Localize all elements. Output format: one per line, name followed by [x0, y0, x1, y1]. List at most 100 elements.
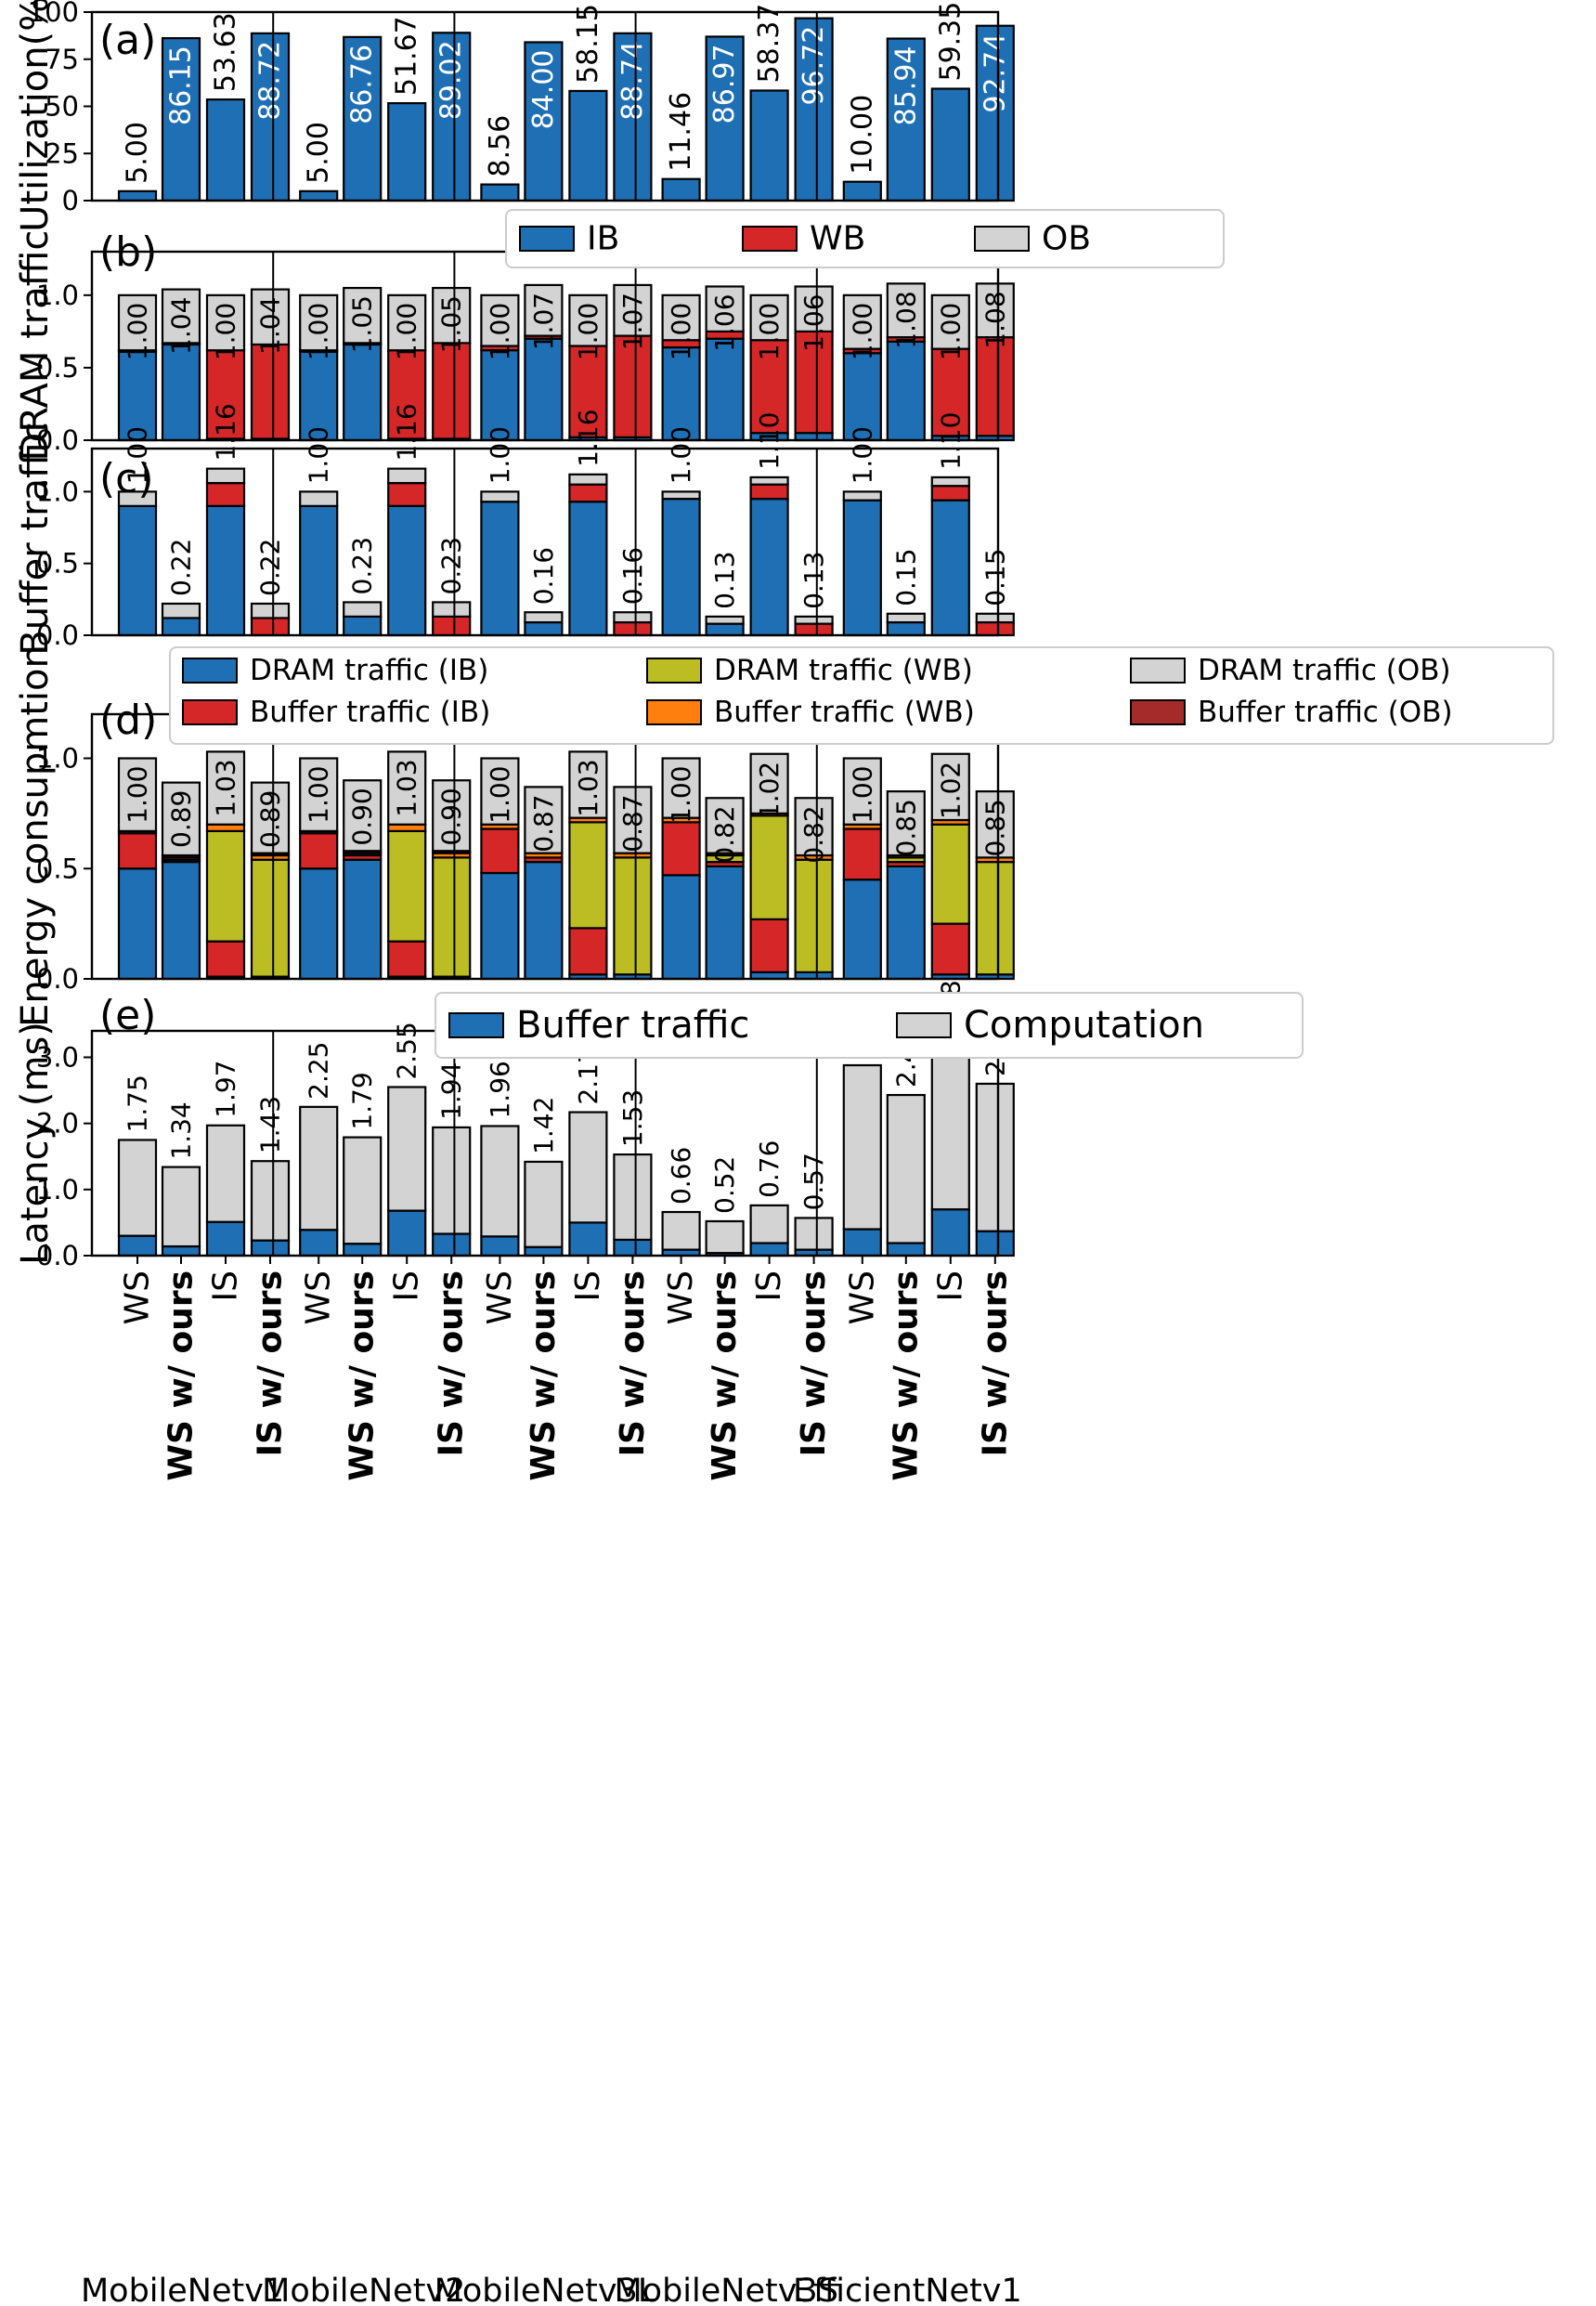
- data-label: 1.04: [166, 297, 197, 355]
- data-label: 0.16: [617, 547, 648, 605]
- legend-swatch: [896, 1012, 952, 1038]
- bar-0-1-5: [161, 781, 201, 857]
- data-label: 5.00: [303, 122, 335, 184]
- bar-3-3-2: [794, 858, 834, 973]
- bar-2-0-0: [480, 871, 520, 981]
- data-label: 0.15: [890, 548, 921, 606]
- legend-d: [169, 646, 1554, 745]
- legend-label: Buffer traffic (OB): [1198, 696, 1453, 729]
- bar-4-1-0: [886, 620, 926, 637]
- bar-4-0-2: [842, 293, 882, 350]
- data-label: 59.35: [934, 2, 967, 82]
- data-label: 1.02: [754, 762, 785, 819]
- bar-3-1-5: [705, 797, 745, 854]
- bar-2-3-2: [613, 856, 653, 976]
- data-label: 1.00: [666, 303, 696, 360]
- bar-3-3-1: [794, 330, 834, 435]
- bar-1-3-5: [432, 779, 472, 853]
- data-label: 1.02: [935, 762, 966, 819]
- bar-1-0-1: [299, 1105, 339, 1231]
- y-tick-label: 0.5: [36, 853, 79, 884]
- bar-1-2-2: [387, 293, 427, 352]
- bar-0-2-2: [205, 467, 246, 485]
- data-label: 0.13: [798, 552, 829, 609]
- data-label: 86.97: [708, 44, 741, 124]
- bar-1-3-2: [432, 856, 472, 978]
- y-tick-label: 0.0: [36, 619, 79, 651]
- data-label: 0.22: [166, 539, 197, 596]
- data-label: 85.94: [889, 46, 922, 126]
- x-tick-label: WS: [300, 1270, 338, 1324]
- x-tick-label: IS: [569, 1270, 607, 1301]
- bar-0-0-2: [117, 293, 158, 352]
- data-label: 1.00: [123, 766, 153, 824]
- bar-1-2-0: [387, 1209, 427, 1257]
- y-tick-label: 2.0: [36, 1108, 79, 1140]
- legend-swatch: [519, 226, 575, 252]
- data-label: 0.22: [255, 539, 286, 596]
- bar-1-0-2: [299, 490, 339, 507]
- data-label: 1.16: [211, 403, 241, 461]
- bar-0-2-1: [205, 940, 246, 978]
- bar-2-0-0: [480, 1235, 520, 1257]
- bar-0-1-2: [161, 602, 201, 619]
- bar-2-3-1: [613, 1153, 653, 1242]
- data-label: 92.74: [979, 33, 1011, 113]
- data-label: 1.75: [123, 1075, 153, 1132]
- data-label: 84.00: [527, 49, 560, 129]
- bar-0-2-1: [205, 1124, 246, 1223]
- bar-0-1-0: [161, 617, 201, 637]
- axes-frame: [90, 447, 1000, 637]
- bar-3-2-0: [749, 1242, 789, 1257]
- bar-4-2-1: [930, 1044, 970, 1211]
- bar-1-1-0: [343, 343, 383, 442]
- bar-4-0-0: [842, 1228, 882, 1257]
- bar-1-0-5: [299, 757, 339, 832]
- x-tick-label: WS w/ ours: [887, 1270, 925, 1481]
- bar-4-2-2: [930, 823, 970, 925]
- bar-1-2-5: [387, 750, 427, 826]
- bar-1-0-0: [299, 189, 339, 202]
- group-label: MobileNetv2: [262, 2273, 465, 2306]
- bar-0-2-2: [205, 293, 246, 352]
- legend-swatch: [646, 658, 702, 684]
- bar-3-0-0: [661, 177, 701, 202]
- bar-1-3-0: [432, 1232, 472, 1257]
- bar-3-1-0: [705, 622, 745, 637]
- data-label: 1.43: [255, 1096, 286, 1153]
- bar-0-3-0: [250, 1239, 291, 1257]
- bar-1-1-0: [343, 858, 383, 981]
- data-label: 1.79: [347, 1072, 378, 1129]
- y-axis-label: Utilization(%): [14, 0, 57, 232]
- bar-3-0-0: [661, 498, 701, 637]
- panel-e: 1.75 1.341.971.432.251.792.551.94 1.961.42…: [14, 980, 1015, 1271]
- bar-2-0-2: [480, 490, 520, 503]
- bar-3-1-0: [705, 865, 745, 981]
- bar-4-2-0: [930, 87, 970, 202]
- legend-label: Computation: [964, 1004, 1204, 1047]
- bar-2-1-0: [524, 861, 564, 981]
- legend-label: WB: [810, 220, 865, 258]
- bar-4-3-2: [975, 282, 1015, 339]
- legend-swatch: [448, 1012, 504, 1038]
- bar-3-1-1: [705, 1219, 745, 1255]
- bar-4-2-1: [930, 347, 970, 437]
- y-tick-label: 75: [45, 44, 79, 75]
- data-label: 0.23: [436, 537, 467, 594]
- bar-0-0-0: [117, 504, 158, 637]
- bar-1-1-2: [343, 286, 383, 345]
- x-tick-label: WS: [843, 1270, 881, 1324]
- bar-2-3-0: [613, 1238, 653, 1257]
- data-label: 86.76: [346, 45, 379, 124]
- data-label: 58.15: [572, 4, 604, 84]
- group-label: MobileNetv1: [81, 2273, 284, 2306]
- data-label: 1.00: [754, 303, 785, 360]
- bar-4-3-2: [975, 612, 1015, 624]
- data-label: 0.87: [617, 794, 648, 852]
- bar-0-0-0: [117, 1234, 158, 1257]
- y-tick-label: 50: [45, 91, 79, 123]
- data-label: 1.94: [436, 1062, 467, 1120]
- data-label: 0.57: [798, 1153, 829, 1210]
- bar-4-1-2: [886, 612, 926, 624]
- x-tick-label: IS w/ ours: [795, 1270, 833, 1456]
